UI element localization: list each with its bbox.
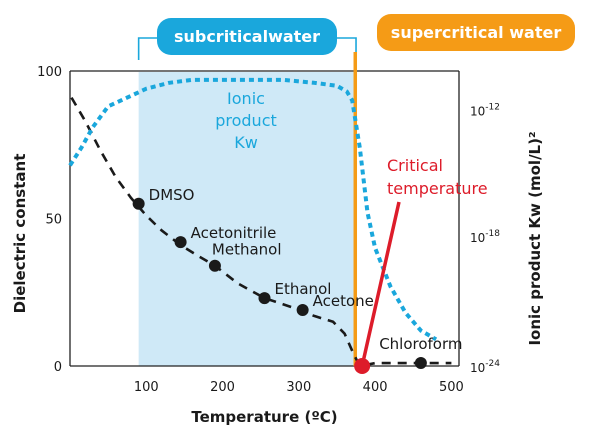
y-axis-title-left: Dielectric constant (11, 154, 29, 314)
solvent-label: Methanol (212, 241, 282, 259)
critical-point (354, 358, 371, 374)
critical-temperature-label: Critical (387, 156, 443, 175)
solvent-point (208, 259, 221, 272)
ionic-product-label: product (215, 111, 277, 130)
x-tick-label: 400 (363, 380, 388, 395)
right-tick-label: 10-12 (470, 102, 500, 118)
critical-temperature-label: temperature (387, 179, 488, 198)
y-tick-label: 50 (45, 213, 62, 228)
right-tick-label: 10-18 (470, 229, 500, 245)
subcritical-water-label: subcriticalwater (157, 18, 337, 55)
x-tick-label: 100 (134, 380, 159, 395)
ionic_product-curve (68, 77, 438, 342)
right-tick-label: 10-24 (470, 359, 500, 375)
critical-temperature-pointer (360, 201, 401, 367)
solvent-point (296, 303, 309, 316)
x-tick-label: 300 (286, 380, 311, 395)
solvent-point (132, 197, 145, 210)
solvent-label: Acetone (313, 292, 374, 310)
y-axis-title-right: Ionic product Kw (mol/L)² (526, 131, 544, 345)
solvent-label: Acetonitrile (191, 224, 277, 242)
solvent-label: Chloroform (379, 335, 462, 353)
solvent-label: Ethanol (275, 280, 332, 298)
ionic-product-label: Ionic (227, 89, 265, 108)
ionic-product-label: Kw (234, 133, 258, 152)
solvent-point (414, 357, 427, 370)
x-axis-title: Temperature (ºC) (191, 408, 337, 426)
y-tick-label: 0 (54, 360, 62, 375)
solvent-point (258, 292, 271, 305)
x-tick-label: 200 (210, 380, 235, 395)
solvent-point (174, 236, 187, 249)
solvent-label: DMSO (149, 186, 195, 204)
y-tick-label: 100 (37, 65, 62, 80)
supercritical-water-label: supercritical water (377, 14, 575, 51)
x-tick-label: 500 (439, 380, 464, 395)
